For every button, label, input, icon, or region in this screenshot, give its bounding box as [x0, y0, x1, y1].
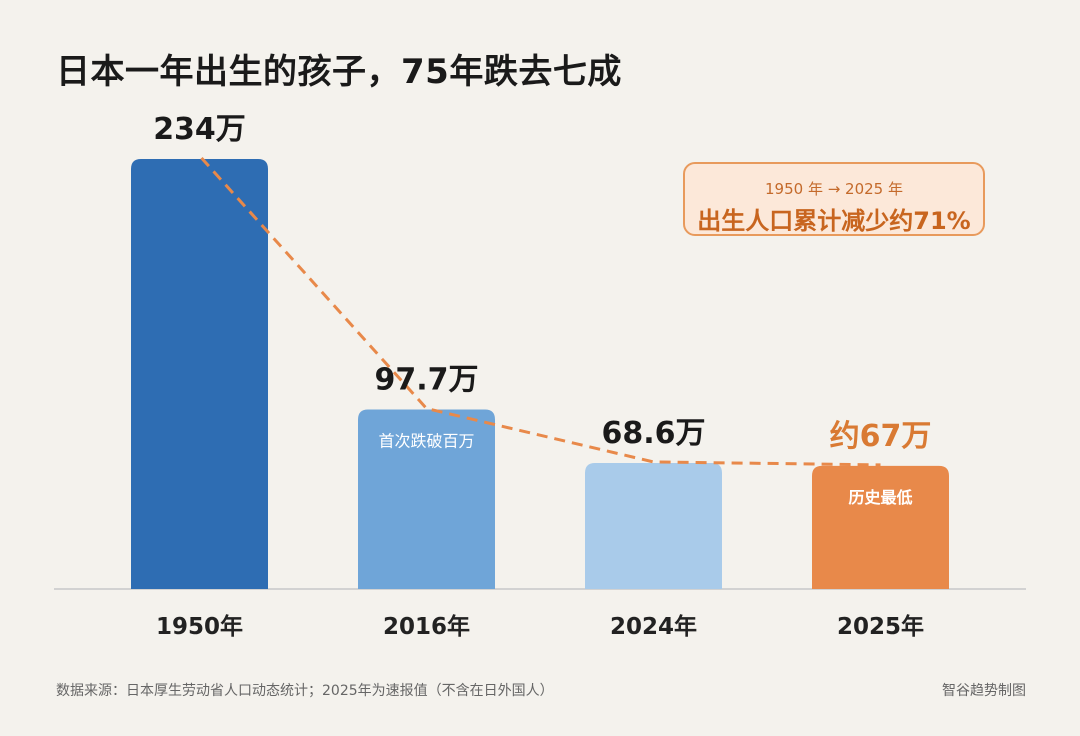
category-label-2: 2024年: [610, 613, 697, 640]
bar-1: [358, 409, 495, 589]
bar-2: [585, 462, 722, 589]
callout-period: 1950 年 → 2025 年: [765, 180, 903, 198]
category-label-3: 2025年: [837, 613, 924, 640]
chart-title: 日本一年出生的孩子，75年跌去七成: [56, 52, 622, 92]
summary-callout: 1950 年 → 2025 年 出生人口累计减少约71%: [683, 162, 985, 236]
chart-credit: 智谷趋势制图: [942, 683, 1026, 699]
value-label-0: 234万: [153, 112, 246, 147]
callout-headline: 出生人口累计减少约71%: [697, 207, 971, 235]
bar-note-1: 首次跌破百万: [378, 431, 474, 450]
bar-note-3: 历史最低: [848, 488, 912, 507]
trend-line: [200, 156, 881, 467]
bar-3: [812, 465, 949, 589]
bar-0: [131, 159, 268, 589]
category-label-0: 1950年: [156, 613, 243, 640]
value-label-1: 97.7万: [374, 362, 478, 397]
category-label-1: 2016年: [383, 613, 470, 640]
value-label-2: 68.6万: [601, 416, 705, 451]
data-source-note: 数据来源：日本厚生劳动省人口动态统计；2025年为速报值（不含在日外国人）: [56, 683, 554, 699]
value-label-3: 约67万: [830, 419, 932, 454]
